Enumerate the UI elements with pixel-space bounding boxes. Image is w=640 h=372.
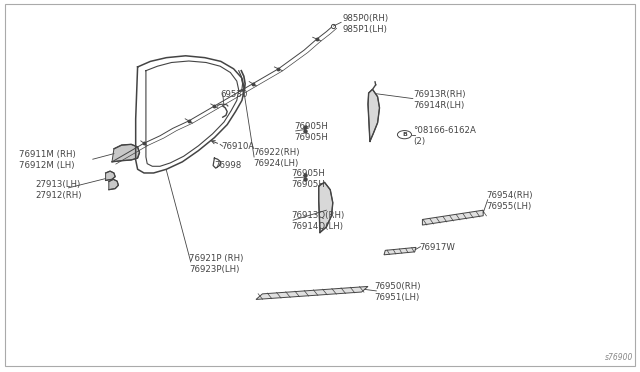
Text: 76913Q(RH)
76914Q(LH): 76913Q(RH) 76914Q(LH) [291,211,344,231]
Polygon shape [368,89,380,141]
Polygon shape [319,182,333,232]
Text: 76905H
76905H: 76905H 76905H [294,122,328,142]
Text: 76998: 76998 [214,161,242,170]
Polygon shape [106,171,115,180]
Text: 76954(RH)
76955(LH): 76954(RH) 76955(LH) [486,191,533,211]
Text: B: B [402,132,407,137]
Text: s76900: s76900 [605,353,633,362]
Text: 76905H
76905H: 76905H 76905H [291,169,325,189]
Polygon shape [109,179,118,190]
Polygon shape [422,210,483,225]
Text: 985P0(RH)
985P1(LH): 985P0(RH) 985P1(LH) [342,14,388,34]
Text: 69530: 69530 [221,90,248,99]
Text: 27913(LH)
27912(RH): 27913(LH) 27912(RH) [35,180,82,200]
Polygon shape [112,144,140,162]
Text: 76950(RH)
76951(LH): 76950(RH) 76951(LH) [374,282,421,302]
Text: 76917W: 76917W [419,243,455,252]
Text: °08166-6162A
(2): °08166-6162A (2) [413,126,476,146]
Text: 76921P (RH)
76923P(LH): 76921P (RH) 76923P(LH) [189,254,243,274]
Text: 76922(RH)
76924(LH): 76922(RH) 76924(LH) [253,148,300,168]
Polygon shape [256,286,368,299]
Polygon shape [384,247,416,255]
Text: 76910A: 76910A [221,142,254,151]
Text: 76913R(RH)
76914R(LH): 76913R(RH) 76914R(LH) [413,90,465,110]
Text: 76911M (RH)
76912M (LH): 76911M (RH) 76912M (LH) [19,150,76,170]
